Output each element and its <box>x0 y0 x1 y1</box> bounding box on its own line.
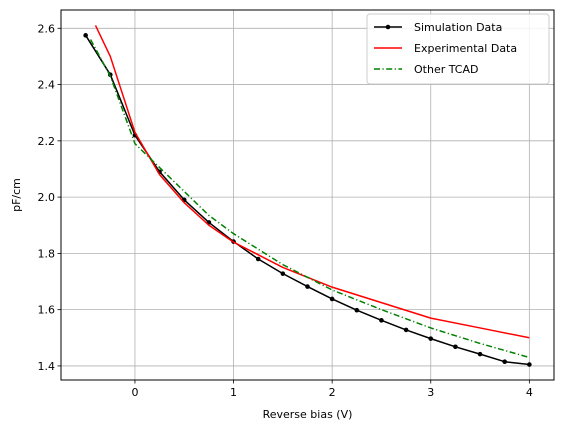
x-tick-label: 0 <box>131 386 138 399</box>
legend-box <box>366 13 550 85</box>
data-point <box>354 307 360 313</box>
data-point <box>403 327 409 333</box>
legend-label: Experimental Data <box>414 42 517 55</box>
y-tick-label: 1.8 <box>38 247 56 260</box>
legend-item: Simulation Data <box>374 21 502 34</box>
y-tick-label: 2.6 <box>38 22 56 35</box>
x-tick-label: 3 <box>427 386 434 399</box>
legend-label: Simulation Data <box>414 21 502 34</box>
data-point <box>502 359 508 365</box>
y-tick-label: 1.4 <box>38 360 56 373</box>
x-tick-label: 4 <box>526 386 533 399</box>
data-point <box>329 296 335 302</box>
data-point <box>305 284 310 289</box>
legend-item: Other TCAD <box>374 63 478 76</box>
data-point <box>379 318 384 323</box>
data-point <box>280 271 286 276</box>
data-point <box>255 256 261 262</box>
x-axis-label: Reverse bias (V) <box>263 408 353 421</box>
data-point <box>527 362 532 367</box>
axis-ticks: 0 1 2 3 4 1.4 1.6 1.8 2.0 2.2 2.4 2.6 <box>38 22 533 399</box>
legend-marker <box>385 24 391 30</box>
x-tick-label: 1 <box>230 386 237 399</box>
y-tick-label: 2.0 <box>38 191 56 204</box>
series-other-tcad <box>89 39 530 359</box>
plot-frame <box>60 9 555 381</box>
legend-item: Experimental Data <box>374 42 517 55</box>
data-point <box>83 33 88 38</box>
y-tick-label: 2.2 <box>38 135 56 148</box>
data-point <box>428 336 434 341</box>
y-axis-label: pF/cm <box>10 178 23 212</box>
legend-label: Other TCAD <box>414 63 478 76</box>
grid <box>61 10 554 380</box>
series-line <box>89 39 530 359</box>
series-line <box>94 25 530 339</box>
x-tick-label: 2 <box>329 386 336 399</box>
y-tick-label: 1.6 <box>38 304 56 317</box>
y-tick-label: 2.4 <box>38 79 56 92</box>
series-experimental-data <box>94 25 530 339</box>
data-point <box>453 344 458 350</box>
legend: Simulation Data Experimental Data Other TC… <box>366 13 550 85</box>
data-point <box>477 351 483 357</box>
series-group <box>83 25 532 367</box>
